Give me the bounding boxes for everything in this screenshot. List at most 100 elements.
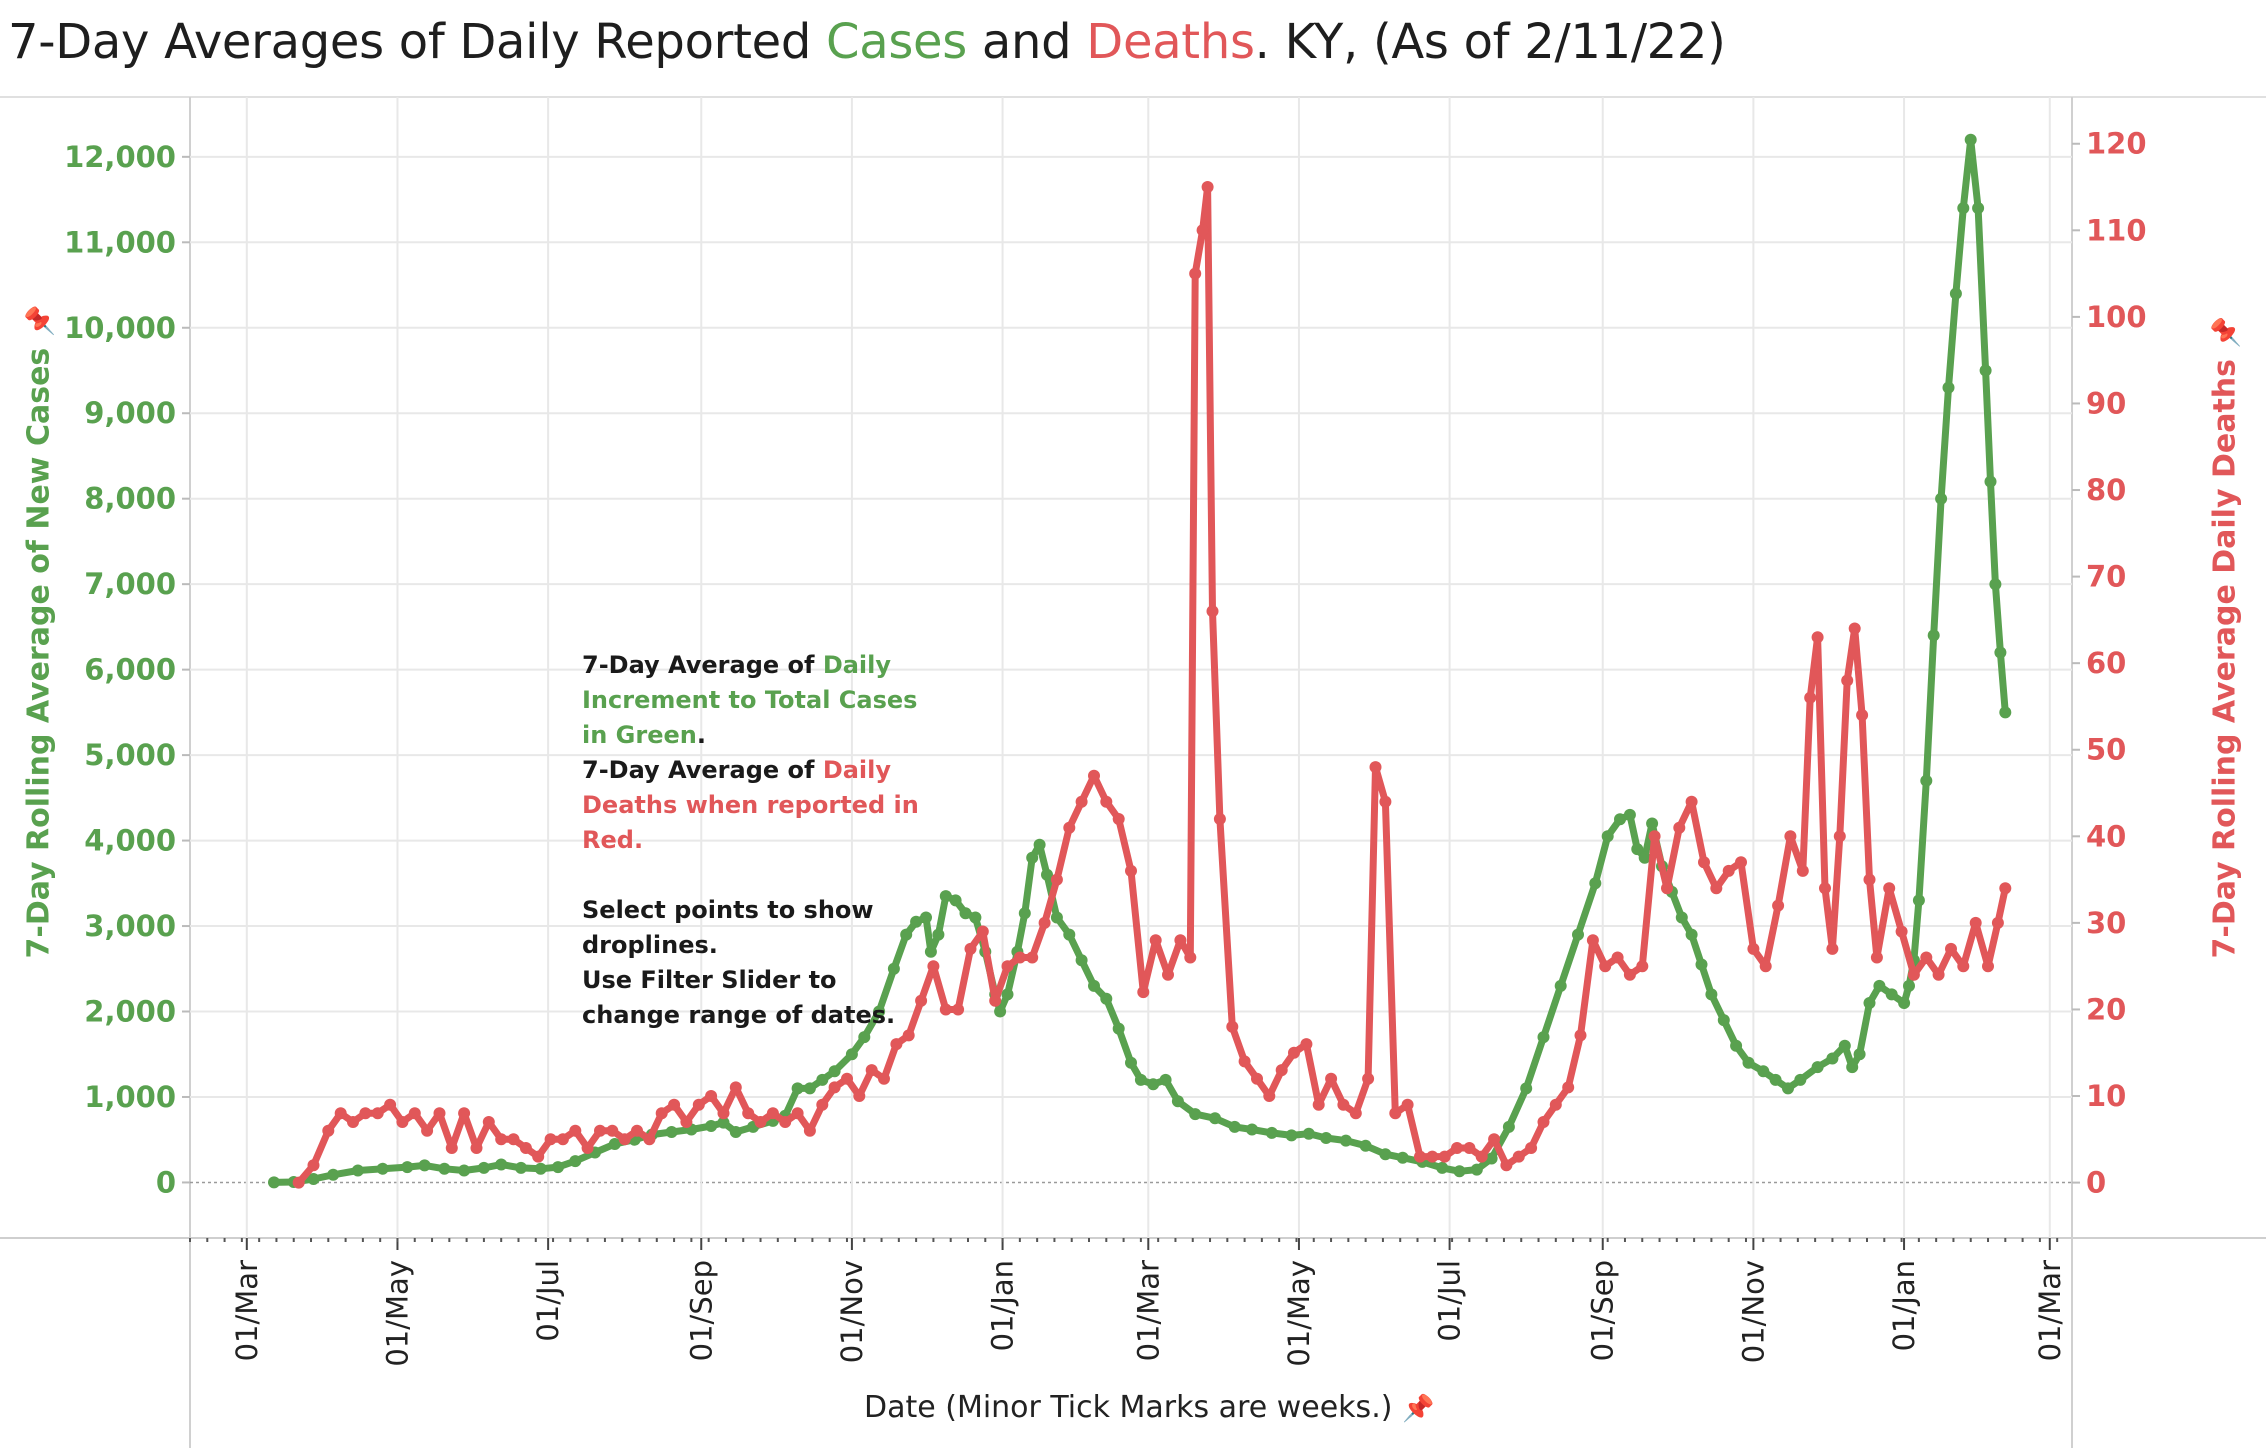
- data-point-deaths[interactable]: [1226, 1020, 1239, 1033]
- data-point-deaths[interactable]: [1026, 951, 1039, 964]
- data-point-cases[interactable]: [1601, 830, 1614, 843]
- data-point-cases[interactable]: [845, 1048, 858, 1061]
- data-point-deaths[interactable]: [1525, 1142, 1538, 1154]
- data-point-cases[interactable]: [939, 890, 952, 903]
- data-point-deaths[interactable]: [1999, 882, 2012, 895]
- data-point-deaths[interactable]: [1312, 1098, 1325, 1111]
- data-point-cases[interactable]: [1949, 287, 1962, 300]
- data-point-cases[interactable]: [1125, 1056, 1137, 1069]
- data-point-deaths[interactable]: [655, 1107, 668, 1120]
- data-point-deaths[interactable]: [1586, 934, 1599, 947]
- data-point-deaths[interactable]: [1174, 934, 1187, 947]
- data-point-cases[interactable]: [969, 911, 982, 924]
- data-point-deaths[interactable]: [1920, 951, 1933, 964]
- data-point-cases[interactable]: [1863, 997, 1876, 1009]
- data-point-deaths[interactable]: [507, 1133, 520, 1146]
- data-point-cases[interactable]: [1811, 1061, 1824, 1074]
- data-point-cases[interactable]: [1972, 202, 1985, 215]
- data-point-deaths[interactable]: [1488, 1133, 1501, 1146]
- data-point-cases[interactable]: [887, 962, 900, 975]
- data-point-cases[interactable]: [1302, 1127, 1315, 1140]
- data-point-deaths[interactable]: [1722, 864, 1735, 877]
- data-point-cases[interactable]: [515, 1161, 527, 1174]
- data-point-cases[interactable]: [1957, 202, 1970, 215]
- data-point-cases[interactable]: [418, 1159, 431, 1172]
- data-point-deaths[interactable]: [1201, 181, 1214, 193]
- data-point-cases[interactable]: [1705, 988, 1718, 1001]
- data-point-deaths[interactable]: [1063, 821, 1076, 834]
- data-point-deaths[interactable]: [1636, 960, 1649, 973]
- data-point-deaths[interactable]: [680, 1116, 693, 1128]
- data-point-deaths[interactable]: [433, 1107, 446, 1120]
- data-point-deaths[interactable]: [1275, 1064, 1288, 1077]
- data-point-cases[interactable]: [1189, 1108, 1202, 1121]
- data-point-cases[interactable]: [1964, 133, 1977, 146]
- data-point-cases[interactable]: [1537, 1031, 1550, 1044]
- data-point-cases[interactable]: [1614, 813, 1626, 826]
- data-point-cases[interactable]: [458, 1164, 471, 1177]
- data-point-deaths[interactable]: [371, 1107, 384, 1120]
- data-point-cases[interactable]: [1320, 1132, 1333, 1144]
- data-point-deaths[interactable]: [1599, 960, 1612, 973]
- data-point-deaths[interactable]: [1796, 864, 1809, 877]
- data-point-deaths[interactable]: [1162, 968, 1174, 981]
- data-point-cases[interactable]: [1903, 979, 1915, 992]
- data-point-cases[interactable]: [1159, 1073, 1172, 1086]
- data-point-deaths[interactable]: [1149, 934, 1162, 947]
- data-point-deaths[interactable]: [828, 1081, 841, 1094]
- data-point-deaths[interactable]: [1475, 1150, 1488, 1163]
- data-point-deaths[interactable]: [1969, 916, 1982, 929]
- data-point-cases[interactable]: [1782, 1082, 1794, 1095]
- data-point-deaths[interactable]: [322, 1124, 335, 1137]
- data-point-cases[interactable]: [1018, 907, 1031, 920]
- data-point-cases[interactable]: [1730, 1039, 1743, 1052]
- data-point-deaths[interactable]: [705, 1090, 718, 1102]
- data-point-deaths[interactable]: [803, 1124, 816, 1137]
- data-point-deaths[interactable]: [1112, 813, 1125, 825]
- data-point-deaths[interactable]: [1251, 1072, 1263, 1085]
- data-point-deaths[interactable]: [1661, 882, 1673, 895]
- data-point-cases[interactable]: [1912, 894, 1925, 907]
- data-point-deaths[interactable]: [1189, 267, 1202, 280]
- data-point-deaths[interactable]: [1238, 1055, 1251, 1068]
- data-point-cases[interactable]: [1520, 1082, 1533, 1095]
- data-point-deaths[interactable]: [1001, 960, 1014, 973]
- data-point-cases[interactable]: [1769, 1073, 1782, 1086]
- data-point-cases[interactable]: [873, 1005, 886, 1018]
- data-point-cases[interactable]: [1265, 1126, 1278, 1139]
- data-point-cases[interactable]: [1088, 979, 1100, 992]
- data-point-deaths[interactable]: [1945, 942, 1957, 955]
- data-point-deaths[interactable]: [1075, 795, 1088, 808]
- data-point-deaths[interactable]: [1735, 856, 1747, 869]
- data-point-deaths[interactable]: [1013, 951, 1026, 964]
- data-point-deaths[interactable]: [1288, 1046, 1300, 1059]
- data-point-deaths[interactable]: [816, 1098, 829, 1111]
- data-point-deaths[interactable]: [1895, 925, 1908, 938]
- data-point-deaths[interactable]: [347, 1116, 359, 1128]
- data-point-cases[interactable]: [924, 945, 937, 958]
- data-point-deaths[interactable]: [618, 1133, 631, 1146]
- data-point-cases[interactable]: [1942, 381, 1955, 394]
- data-point-cases[interactable]: [1717, 1014, 1730, 1027]
- data-point-deaths[interactable]: [692, 1098, 705, 1111]
- data-point-deaths[interactable]: [1206, 605, 1219, 618]
- data-point-cases[interactable]: [268, 1176, 280, 1189]
- data-point-cases[interactable]: [1026, 851, 1039, 864]
- data-point-deaths[interactable]: [470, 1142, 483, 1154]
- data-point-deaths[interactable]: [532, 1150, 545, 1163]
- data-point-cases[interactable]: [1100, 992, 1113, 1005]
- data-point-deaths[interactable]: [1870, 951, 1883, 964]
- data-point-cases[interactable]: [1989, 578, 2002, 591]
- data-point-cases[interactable]: [1453, 1165, 1466, 1178]
- data-point-cases[interactable]: [1846, 1061, 1859, 1074]
- data-point-deaths[interactable]: [1038, 916, 1051, 929]
- data-point-deaths[interactable]: [1648, 830, 1661, 843]
- data-point-deaths[interactable]: [606, 1124, 619, 1137]
- data-point-cases[interactable]: [1050, 911, 1063, 924]
- data-point-cases[interactable]: [1695, 958, 1708, 971]
- data-point-deaths[interactable]: [890, 1038, 903, 1051]
- data-point-cases[interactable]: [1171, 1095, 1184, 1108]
- data-point-cases[interactable]: [1979, 364, 1992, 377]
- data-point-cases[interactable]: [534, 1162, 547, 1175]
- data-point-cases[interactable]: [376, 1162, 389, 1175]
